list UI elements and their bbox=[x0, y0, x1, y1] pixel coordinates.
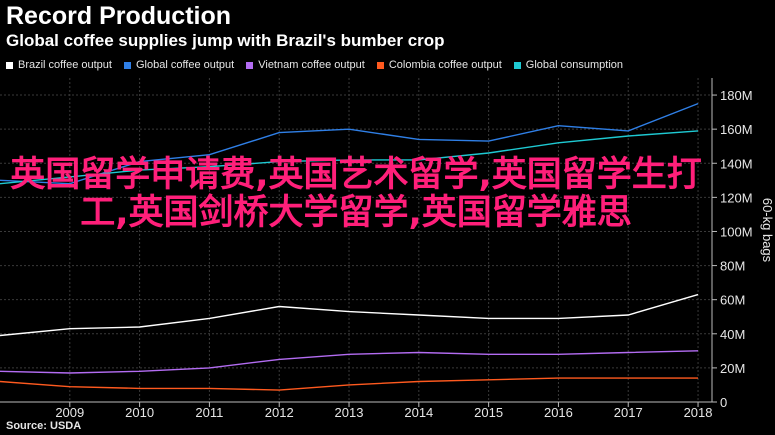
y-tick-label: 0 bbox=[720, 395, 727, 410]
series-line-global-consumption bbox=[0, 130, 699, 185]
y-tick-label: 20M bbox=[720, 361, 745, 376]
y-tick-label: 120M bbox=[720, 190, 753, 205]
x-tick-label: 2012 bbox=[265, 405, 294, 420]
x-tick-label: 2017 bbox=[614, 405, 643, 420]
series-line-brazil-coffee-output bbox=[0, 293, 699, 337]
x-tick-label: 2018 bbox=[684, 405, 713, 420]
y-tick-label: 140M bbox=[720, 156, 753, 171]
x-tick-label: 2009 bbox=[55, 405, 84, 420]
y-tick-label: 180M bbox=[720, 88, 753, 103]
series-line-vietnam-coffee-output bbox=[0, 350, 699, 374]
legend-label: Brazil coffee output bbox=[18, 59, 112, 71]
x-tick-label: 2011 bbox=[195, 405, 223, 420]
x-tick-label: 2013 bbox=[335, 405, 364, 420]
legend-item: Global consumption bbox=[513, 58, 624, 72]
y-tick-label: 60M bbox=[720, 293, 745, 308]
x-tick-label: 2015 bbox=[474, 405, 503, 420]
legend-label: Global consumption bbox=[525, 59, 624, 71]
legend-item: Colombia coffee output bbox=[376, 58, 502, 72]
source-note: Source: USDA bbox=[6, 420, 82, 432]
y-tick-label: 80M bbox=[720, 259, 745, 274]
legend-label: Vietnam coffee output bbox=[258, 59, 365, 71]
legend-item: Brazil coffee output bbox=[6, 58, 112, 72]
legend-swatch bbox=[246, 61, 254, 69]
x-tick-label: 2014 bbox=[404, 405, 433, 420]
legend-item: Global coffee output bbox=[123, 58, 235, 72]
y-tick-label: 100M bbox=[720, 224, 753, 239]
legend-item: Vietnam coffee output bbox=[246, 58, 365, 72]
y-tick-label: 40M bbox=[720, 327, 745, 342]
chart-title: Record Production bbox=[6, 2, 232, 30]
legend-swatch bbox=[123, 61, 131, 69]
legend-swatch bbox=[513, 61, 521, 69]
series-line-colombia-coffee-output bbox=[0, 377, 698, 391]
legend-swatch bbox=[6, 61, 13, 69]
y-axis-label: 60-kg bags bbox=[760, 198, 775, 263]
legend-label: Colombia coffee output bbox=[388, 59, 502, 71]
y-tick-label: 160M bbox=[720, 122, 753, 137]
x-tick-label: 2016 bbox=[544, 405, 573, 420]
legend-label: Global coffee output bbox=[135, 59, 235, 71]
x-tick-label: 2010 bbox=[125, 405, 154, 420]
legend: Brazil coffee output Global coffee output… bbox=[6, 58, 623, 72]
chart-subtitle: Global coffee supplies jump with Brazil'… bbox=[6, 31, 445, 50]
series-line-global-coffee-output bbox=[0, 102, 699, 185]
legend-swatch bbox=[376, 61, 384, 69]
